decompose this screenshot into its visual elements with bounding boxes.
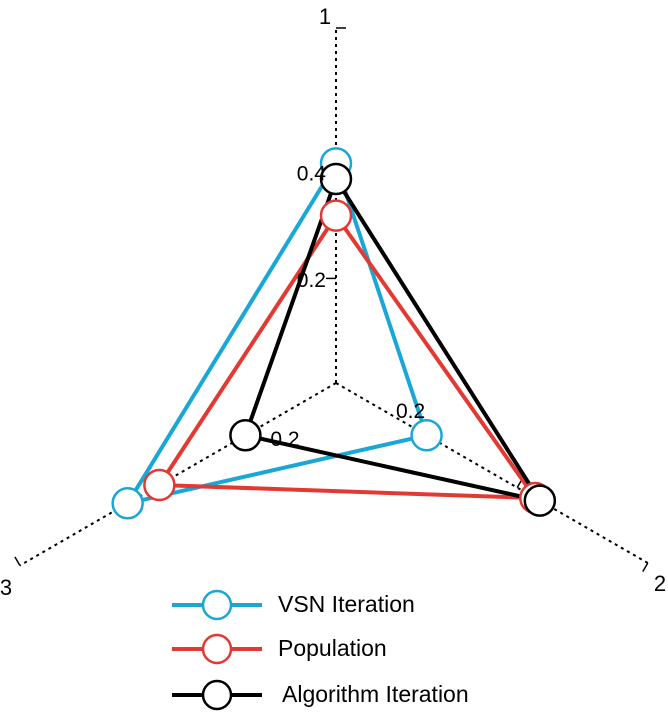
tick-label-axis3-0.2: 0.2: [270, 428, 299, 451]
series-line-0: [123, 158, 430, 507]
tick-label-axis1-0.2: 0.2: [297, 269, 326, 292]
axis-label-3: 3: [0, 575, 12, 600]
series-line-1: [155, 212, 540, 501]
axis-end-tick-2: [642, 562, 649, 573]
series-2-point-axis-1: [319, 162, 353, 196]
legend: VSN Iteration Population Algorithm Iterati…: [172, 589, 469, 711]
tick-label-axis1-0.4: 0.4: [297, 162, 327, 185]
axis-end-tick-3: [14, 556, 21, 566]
axes-group: [19, 28, 649, 567]
series-1-point-axis-3: [143, 468, 176, 502]
series-1-point-axis-1: [319, 199, 353, 232]
axis-3: [19, 382, 337, 567]
series-0-point-axis-3: [111, 487, 144, 520]
legend-marker-0: [201, 589, 233, 621]
legend-marker-1: [201, 633, 233, 665]
legend-marker-2: [201, 679, 233, 711]
legend-label-2: Algorithm Iteration: [282, 681, 469, 707]
axis-label-2: 2: [654, 571, 666, 596]
axis-2: [335, 382, 649, 564]
axis-label-1: 1: [319, 4, 331, 29]
series-line-2: [242, 174, 545, 504]
tick-label-axis2-0.2: 0.2: [396, 400, 425, 423]
labels-group: 1 2 3 0.4 0.2 0.2 0.2: [0, 4, 666, 600]
legend-label-0: VSN Iteration: [278, 591, 415, 617]
series-2-point-axis-2: [523, 484, 557, 517]
series-group: [111, 147, 557, 520]
series-2-point-axis-3: [229, 419, 262, 452]
series-0-point-axis-2: [410, 419, 443, 452]
legend-label-1: Population: [278, 635, 387, 661]
